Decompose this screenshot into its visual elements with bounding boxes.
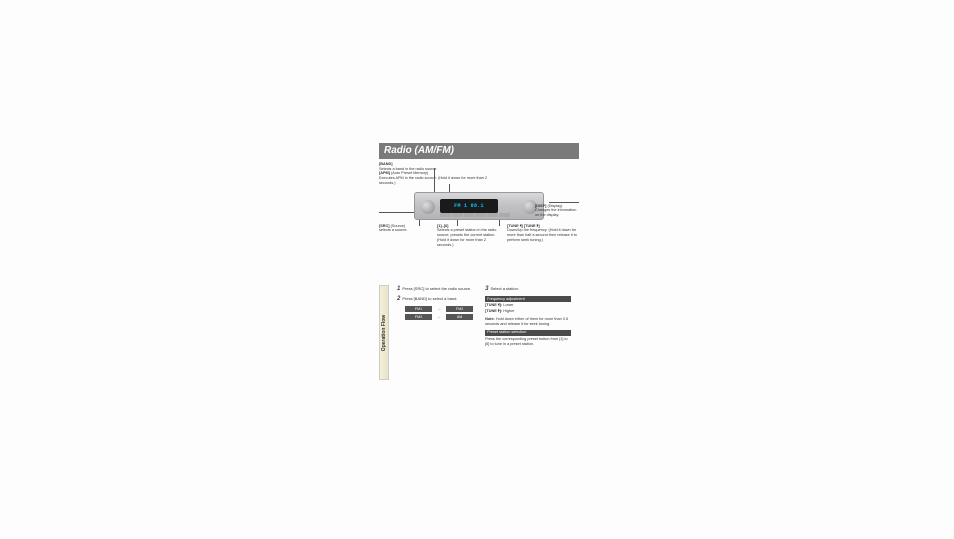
page-title: Radio (AM/FM) xyxy=(379,143,579,159)
callout-src-text: selects a source. xyxy=(379,228,409,233)
tune-up-text: Higher xyxy=(503,309,514,313)
callout-disp: [DISP] (Display) Changes the information… xyxy=(535,204,580,218)
spine: Operation Flow xyxy=(379,285,389,380)
spine-label: Operation Flow xyxy=(381,314,387,350)
callout-src: [SRC] (Source) selects a source. xyxy=(379,224,409,233)
callout-disp-sub: (Display) xyxy=(547,204,562,208)
tune-down-label: [TUNE ⏴]: xyxy=(485,303,502,307)
arrow-icon: ← xyxy=(435,314,443,319)
callout-src-sub: (Source) xyxy=(391,224,406,228)
radio-diagram: FM 1 88.1 [DISP] (Display) Changes the i… xyxy=(379,192,579,220)
steps-right: 3Select a station. Frequency adjustment … xyxy=(485,285,571,347)
tune-up-label: [TUNE ⏵]: xyxy=(485,309,502,313)
callouts-bottom: [SRC] (Source) selects a source. [1]–[6]… xyxy=(379,224,579,246)
callout-src-label: [SRC] xyxy=(379,224,390,228)
preset-section: Preset station selection xyxy=(485,330,571,336)
operation-flow: Operation Flow 1Press [SRC] to select th… xyxy=(379,285,579,380)
step3-num: 3 xyxy=(485,286,488,292)
freq-section: Frequency adjustment xyxy=(485,296,571,302)
display-text: FM 1 88.1 xyxy=(454,203,484,209)
callout-tune-text: Down/Up the frequency. (Hold it down for… xyxy=(507,228,577,242)
radio-display: FM 1 88.1 xyxy=(440,199,498,213)
callout-presets-text: Selects a preset station in the radio so… xyxy=(437,228,497,247)
arrow-icon: → xyxy=(435,306,443,311)
radio-body: FM 1 88.1 xyxy=(414,192,544,220)
callout-presets: [1]–[6] Selects a preset station in the … xyxy=(437,224,497,248)
band-fm2: FM2 xyxy=(446,306,473,312)
tune-down-text: Lower xyxy=(503,303,513,307)
callout-disp-text: Changes the information on the display. xyxy=(535,208,580,217)
callout-band-label: [BAND] xyxy=(379,162,393,166)
band-fm3: FM3 xyxy=(405,314,432,320)
band-am: AM xyxy=(446,314,473,320)
volume-knob-icon xyxy=(421,200,435,214)
steps-left: 1Press [SRC] to select the radio source.… xyxy=(397,285,473,347)
step3-text: Select a station. xyxy=(490,286,518,291)
step1-text: Press [SRC] to select the radio source. xyxy=(402,286,471,291)
band-grid: FM1 → FM2 FM3 ← AM xyxy=(405,306,473,320)
band-fm1: FM1 xyxy=(405,306,432,312)
step2-text: Press [BAND] to select a band. xyxy=(402,296,457,301)
callout-apm-sub: (Auto Preset Memory) xyxy=(391,171,428,175)
step2-num: 2 xyxy=(397,296,400,302)
callout-apm-label: [APM] xyxy=(379,171,390,175)
preset-row xyxy=(440,213,510,217)
note-text: Hold down either of them for more than 0… xyxy=(485,317,568,326)
callout-tune: [TUNE ⏴] [TUNE ⏵] Down/Up the frequency.… xyxy=(507,224,577,243)
note-label: Note: xyxy=(485,317,495,321)
step1-num: 1 xyxy=(397,286,400,292)
callout-disp-label: [DISP] xyxy=(535,204,546,208)
preset-text: Press the corresponding preset button fr… xyxy=(485,337,571,347)
